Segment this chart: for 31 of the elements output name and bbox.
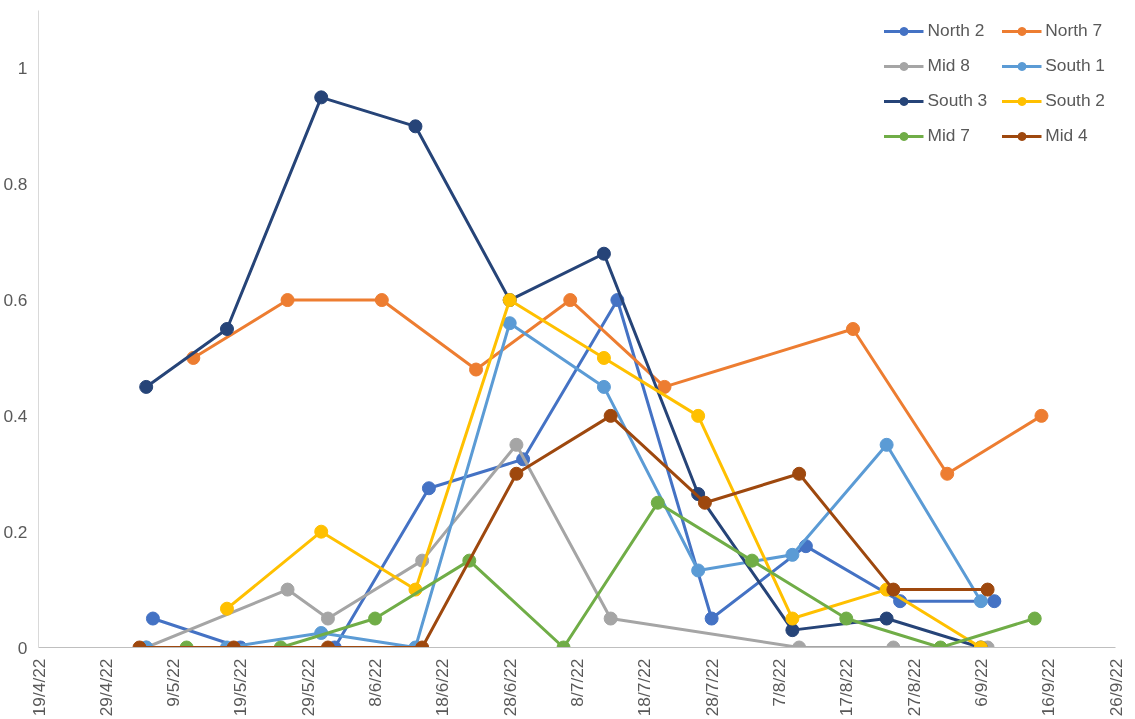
legend-label: South 2 [1045,90,1105,111]
x-tick-label: 28/7/22 [701,658,722,717]
legend-label: South 3 [927,90,988,111]
x-tick-label: 9/5/22 [163,658,184,707]
legend-label: Mid 7 [927,125,970,146]
legend-label: Mid 8 [927,55,970,76]
y-tick-label: 0.6 [3,290,28,311]
legend-label: North 7 [1045,20,1103,41]
x-tick-label: 16/9/22 [1038,658,1059,717]
x-tick-label: 18/6/22 [432,658,453,717]
y-tick-label: 0.2 [3,521,28,542]
x-tick-label: 27/8/22 [903,658,924,717]
y-tick-label: 0 [17,637,28,658]
y-tick-label: 1 [17,58,28,79]
legend-label: North 2 [927,20,985,41]
y-tick-label: 0.4 [3,405,28,426]
x-tick-label: 8/7/22 [567,658,587,707]
x-tick-label: 17/8/22 [836,658,857,717]
x-tick-label: 29/5/22 [297,658,318,717]
x-tick-label: 26/9/22 [1105,658,1126,717]
x-tick-label: 19/5/22 [230,658,251,717]
x-tick-label: 18/7/22 [634,658,655,717]
x-tick-label: 6/9/22 [970,658,991,707]
x-tick-label: 28/6/22 [499,658,520,717]
x-tick-label: 7/8/22 [768,658,789,707]
legend-label: Mid 4 [1045,125,1088,146]
legend-label: South 1 [1045,55,1105,76]
x-tick-label: 29/4/22 [95,658,116,717]
x-tick-label: 19/4/22 [28,658,49,717]
x-tick-label: 8/6/22 [365,658,386,707]
y-tick-label: 0.8 [3,174,28,195]
